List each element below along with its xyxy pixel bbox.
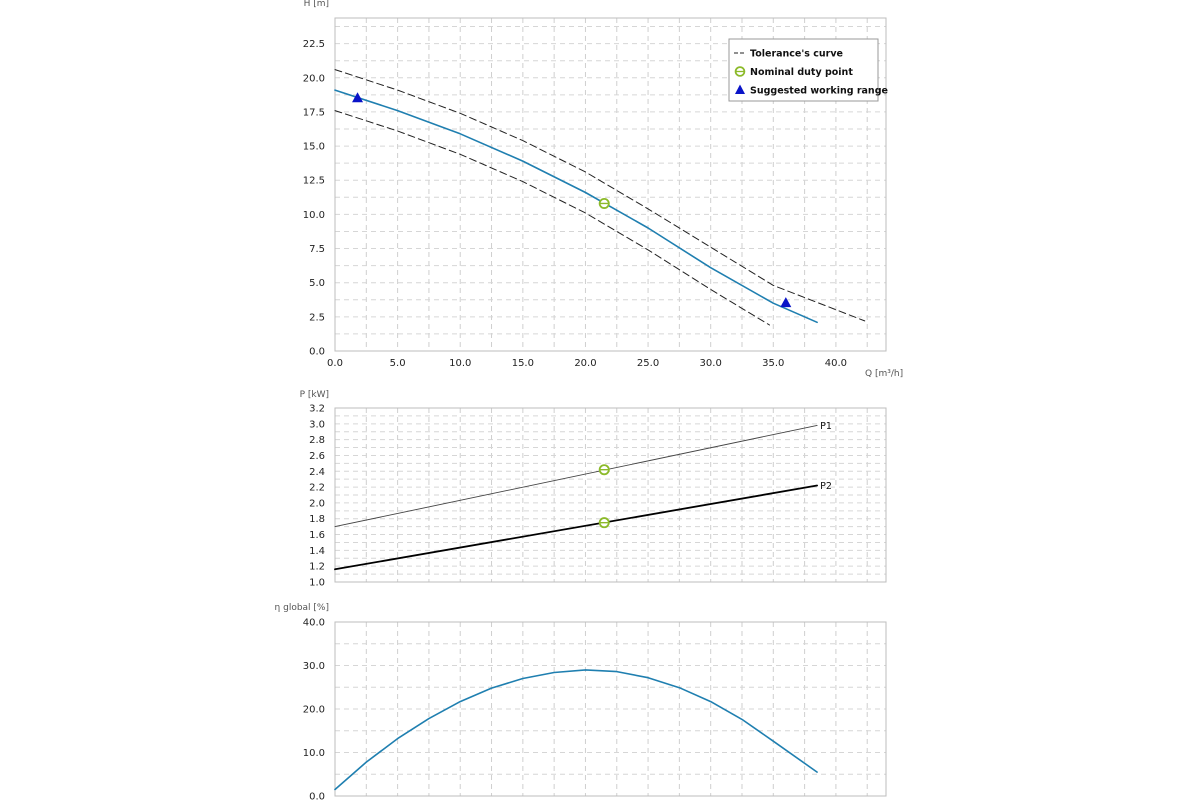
- working-range-marker: [780, 297, 792, 308]
- y-tick-label: 17.5: [303, 107, 325, 118]
- y-tick-label: 5.0: [309, 278, 325, 289]
- y-tick-label: 20.0: [303, 73, 325, 84]
- series-line-tolerance-lower: [334, 110, 770, 326]
- y-tick-label: 40.0: [303, 618, 325, 629]
- plot-frame: [334, 621, 887, 797]
- series-line-P2: [334, 484, 818, 571]
- y-tick-label: 2.4: [309, 467, 325, 478]
- y-tick-label: 2.0: [309, 498, 325, 509]
- legend-entry-label: Tolerance's curve: [750, 49, 843, 60]
- y-tick-label: 10.0: [303, 210, 325, 221]
- y-tick-label: 10.0: [303, 748, 325, 759]
- x-tick-label: 25.0: [637, 358, 659, 369]
- plot-frame: [334, 17, 887, 352]
- series-line-efficiency: [334, 669, 818, 791]
- y-tick-label: 12.5: [303, 176, 325, 187]
- y-tick-label: 1.8: [309, 514, 325, 525]
- y-tick-label: 3.2: [309, 404, 325, 415]
- chart-panel-3: 0.0 10.0 20.0 30.0 40.0 η global [%]: [275, 603, 887, 800]
- y-tick-label: 2.2: [309, 483, 325, 494]
- x-tick-label: 40.0: [825, 358, 847, 369]
- y-tick-label: 20.0: [303, 705, 325, 716]
- legend: Tolerance's curve Nominal duty point Sugge…: [728, 38, 888, 102]
- y-axis-title: P [kW]: [300, 390, 329, 400]
- series-line-P1: [334, 424, 818, 528]
- series-line-tolerance-upper: [334, 69, 866, 322]
- y-tick-label: 0.0: [309, 792, 325, 800]
- x-tick-label: 5.0: [390, 358, 406, 369]
- y-tick-label: 30.0: [303, 661, 325, 672]
- x-tick-label: 30.0: [700, 358, 722, 369]
- y-tick-label: 22.5: [303, 39, 325, 50]
- y-tick-label: 2.5: [309, 312, 325, 323]
- y-tick-label: 1.0: [309, 578, 325, 589]
- y-tick-label: 1.2: [309, 562, 325, 573]
- y-axis-title: H [m]: [304, 0, 329, 9]
- y-tick-label: 2.8: [309, 435, 325, 446]
- working-range-marker: [352, 92, 364, 103]
- legend-box: [728, 38, 879, 102]
- y-tick-label: 3.0: [309, 419, 325, 430]
- x-tick-label: 10.0: [449, 358, 471, 369]
- x-axis-title: Q [m³/h]: [865, 369, 903, 379]
- x-tick-label: 0.0: [327, 358, 343, 369]
- plot-frame: [334, 407, 887, 583]
- chart-panel-1: 0.0 2.5 5.0 7.5 10.0 12.5 15.0 17.5 20.0 22.5 H [m…: [303, 0, 903, 379]
- y-tick-label: 1.6: [309, 530, 325, 541]
- x-tick-label: 35.0: [762, 358, 784, 369]
- series-label: P2: [820, 481, 832, 492]
- y-tick-label: 0.0: [309, 347, 325, 358]
- y-axis-title: η global [%]: [275, 603, 329, 613]
- y-tick-label: 7.5: [309, 244, 325, 255]
- legend-triangle-icon: [735, 84, 745, 94]
- series-line-main: [334, 89, 818, 324]
- x-tick-label: 15.0: [512, 358, 534, 369]
- series-label: P1: [820, 421, 832, 432]
- y-tick-label: 15.0: [303, 142, 325, 153]
- legend-entry-label: Suggested working range: [750, 86, 888, 97]
- legend-entry-label: Nominal duty point: [750, 67, 853, 78]
- x-tick-label: 20.0: [574, 358, 596, 369]
- y-tick-label: 2.6: [309, 451, 325, 462]
- chart-panel-2: 1.0 1.2 1.4 1.6 1.8 2.0 2.2 2.4 2.6 2.8 3.0 3.2 P [k…: [300, 390, 887, 589]
- y-tick-label: 1.4: [309, 546, 325, 557]
